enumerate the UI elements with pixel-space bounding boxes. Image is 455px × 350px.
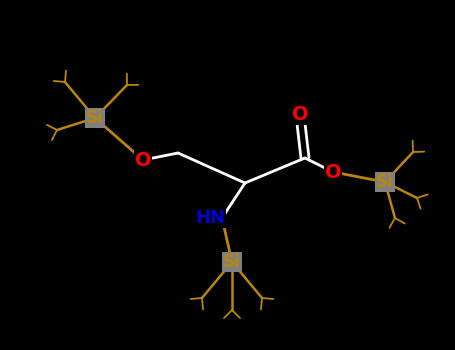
- Text: O: O: [292, 105, 308, 125]
- Text: O: O: [135, 150, 152, 169]
- Text: HN: HN: [195, 209, 225, 227]
- Text: Si: Si: [86, 109, 104, 127]
- Text: O: O: [325, 162, 341, 182]
- Text: Si: Si: [376, 173, 394, 191]
- Text: Si: Si: [223, 253, 241, 271]
